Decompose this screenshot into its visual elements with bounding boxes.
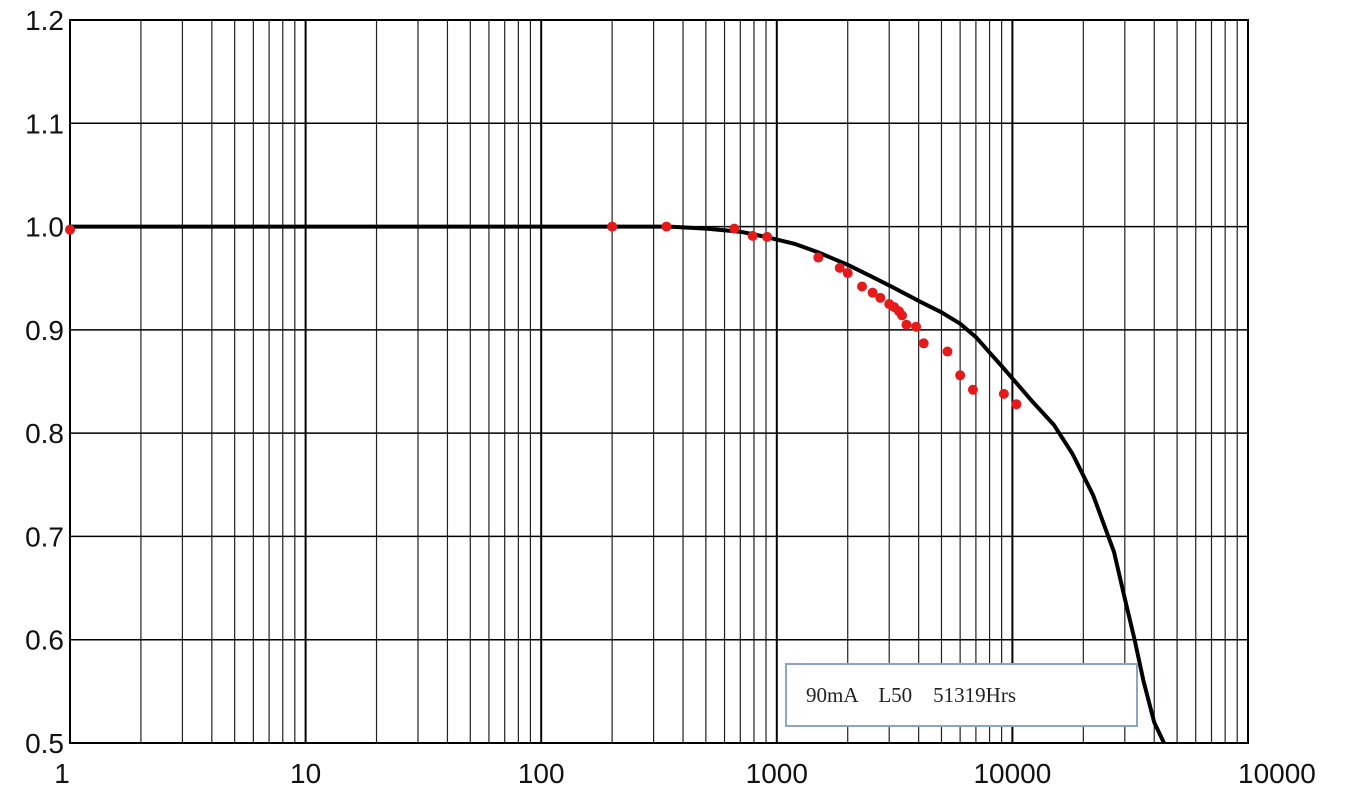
data-point (747, 230, 758, 241)
x-tick-label: 10000 (1238, 758, 1316, 789)
major-gridlines (69, 19, 1249, 744)
y-axis-tick-labels: 0.5 0.6 0.7 0.8 0.9 1.0 1.1 1.2 (25, 5, 64, 759)
y-tick-label: 0.7 (25, 521, 64, 552)
data-point (1011, 399, 1022, 410)
y-tick-label: 0.9 (25, 315, 64, 346)
data-point (942, 346, 953, 357)
y-tick-label: 1.2 (25, 5, 64, 36)
data-point (729, 223, 740, 234)
data-point (661, 221, 672, 232)
legend-box: 90mA L50 51319Hrs (785, 663, 1138, 727)
data-point (911, 321, 922, 332)
plot-frame (69, 19, 1249, 744)
data-point (867, 287, 878, 298)
data-point (998, 388, 1009, 399)
x-tick-label: 1000 (746, 758, 808, 789)
data-point (875, 292, 886, 303)
data-point (897, 310, 908, 321)
y-tick-label: 0.6 (25, 625, 64, 656)
data-point (955, 370, 966, 381)
x-tick-label: 1 (54, 758, 70, 789)
data-point (65, 224, 75, 235)
y-tick-label: 0.5 (25, 728, 64, 759)
y-tick-label: 1.0 (25, 212, 64, 243)
x-axis-tick-labels: 1 10 100 1000 10000 10000 (54, 758, 1316, 789)
data-point (813, 252, 824, 263)
data-point (967, 384, 978, 395)
data-point (857, 281, 868, 292)
data-point (901, 319, 912, 330)
minor-gridlines (140, 20, 1238, 743)
y-tick-label: 1.1 (25, 108, 64, 139)
data-point (607, 221, 618, 232)
legend-frame (785, 663, 1138, 727)
legend-text: 90mA L50 51319Hrs (806, 683, 1016, 707)
data-point (762, 231, 773, 242)
x-tick-label: 100 (518, 758, 565, 789)
x-tick-label: 10000 (973, 758, 1051, 789)
data-point (842, 268, 853, 279)
x-tick-label: 10 (290, 758, 321, 789)
y-tick-label: 0.8 (25, 418, 64, 449)
data-point (834, 262, 845, 273)
data-point (918, 338, 929, 349)
measured-points (65, 221, 1022, 410)
